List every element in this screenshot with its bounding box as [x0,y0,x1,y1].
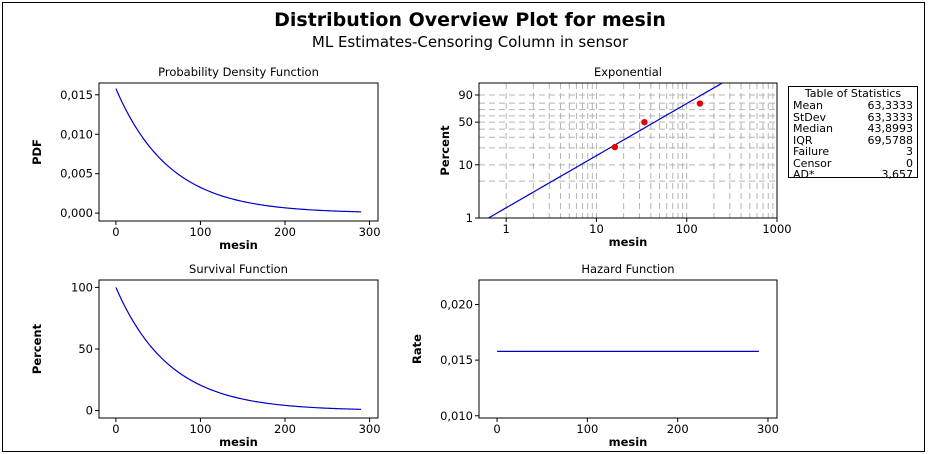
data-point [641,118,648,126]
x-tick-label: 300 [359,225,381,239]
stats-label: Median [793,122,834,135]
x-axis-label: mesin [219,238,258,252]
data-point [696,100,704,107]
x-tick-label: 0 [493,422,500,436]
y-tick-label: 0,010 [440,409,473,423]
stats-label: Failure [793,145,830,158]
x-tick-label: 0 [112,422,119,436]
stats-row-mean: Mean 63,3333 [793,100,913,112]
stats-value: 0 [906,156,913,170]
stats-value: 69,5788 [867,133,914,147]
data-layer [115,287,362,410]
stats-value: 3,657 [881,168,914,181]
exponential-probability-panel: Exponential 1 10 100 1000 1 10 50 90 mesin Percent [438,65,792,249]
y-tick-label: 0,005 [60,167,93,181]
plot-frame [478,82,778,219]
y-tick-label: 50 [78,342,93,356]
data-layer [115,88,362,213]
figure-subtitle: ML Estimates-Censoring Column in sensor [312,33,629,51]
plot-frame [478,279,778,419]
y-tick-label: 0,010 [60,127,93,141]
survival-function-panel: Survival Function 0 100 200 300 0 50 100 mesin Pe… [30,262,381,449]
y-tick-label: 0,015 [440,353,473,367]
y-tick-label: 50 [458,115,473,129]
x-tick-label: 200 [274,225,296,239]
panel-title: Hazard Function [581,262,674,276]
x-tick-label: 300 [359,422,381,436]
survival-curve [115,287,362,410]
panel-title: Exponential [594,65,662,79]
y-tick-label: 0,020 [440,297,473,311]
stats-value: 3 [906,145,913,158]
stats-label: Mean [793,99,823,112]
x-tick-label: 200 [667,422,689,436]
y-axis-label: Percent [30,323,44,374]
x-tick-label: 0 [112,225,119,239]
x-tick-label: 200 [274,422,296,436]
y-tick-label: 0 [86,404,93,418]
y-tick-label: 0,015 [60,88,93,102]
stats-row-censor: Censor 0 [793,156,913,170]
figure-title: Distribution Overview Plot for mesin [274,9,666,31]
y-tick-label: 10 [458,158,473,172]
stats-value: 43,8993 [867,122,914,135]
pdf-curve [115,88,362,213]
x-tick-label: 100 [676,222,698,236]
y-axis-label: Rate [410,334,424,364]
stats-row-iqr: IQR 69,5788 [793,133,914,147]
data-point [611,143,619,151]
x-tick-label: 1 [503,222,510,236]
data-layer [487,83,724,218]
y-tick-label: 0,000 [60,206,93,220]
y-tick-label: 1 [466,211,473,225]
stats-value: 63,3333 [867,99,914,112]
stats-value: 63,3333 [867,110,914,124]
panel-title: Probability Density Function [158,65,319,79]
x-tick-label: 100 [189,225,211,239]
x-tick-label: 100 [576,422,598,436]
x-tick-label: 100 [189,422,211,436]
stats-row-ad: AD* 3,657 [793,169,913,181]
table-of-statistics: Table of Statistics Mean 63,3333 StDev 6… [788,86,918,181]
panel-title: Survival Function [189,262,288,276]
x-tick-label: 300 [757,422,779,436]
x-tick-label: 10 [589,222,604,236]
stats-label: Censor [793,156,832,170]
stats-row-median: Median 43,8993 [793,123,913,135]
stats-row-stdev: StDev 63,3333 [793,110,914,124]
stats-label: IQR [793,133,813,147]
exponential-fit-line [487,83,724,218]
pdf-panel: Probability Density Function 0 100 200 300 0,… [30,65,381,252]
y-tick-label: 90 [458,88,473,102]
x-tick-label: 1000 [762,222,791,236]
y-axis-label: Percent [438,125,452,176]
x-axis-label: mesin [219,435,258,449]
y-tick-label: 100 [71,280,93,294]
stats-label: AD* [793,168,815,181]
x-axis-label: mesin [609,235,648,249]
plot-frame [98,82,379,222]
x-axis-label: mesin [609,435,648,449]
stats-table-title: Table of Statistics [804,87,902,100]
hazard-function-panel: Hazard Function 0 100 200 300 0,010 0,015 0,020… [410,262,779,449]
y-axis-label: PDF [30,139,44,165]
grid-lines [479,83,778,219]
stats-row-failure: Failure 3 [793,146,913,158]
stats-label: StDev [793,110,827,124]
